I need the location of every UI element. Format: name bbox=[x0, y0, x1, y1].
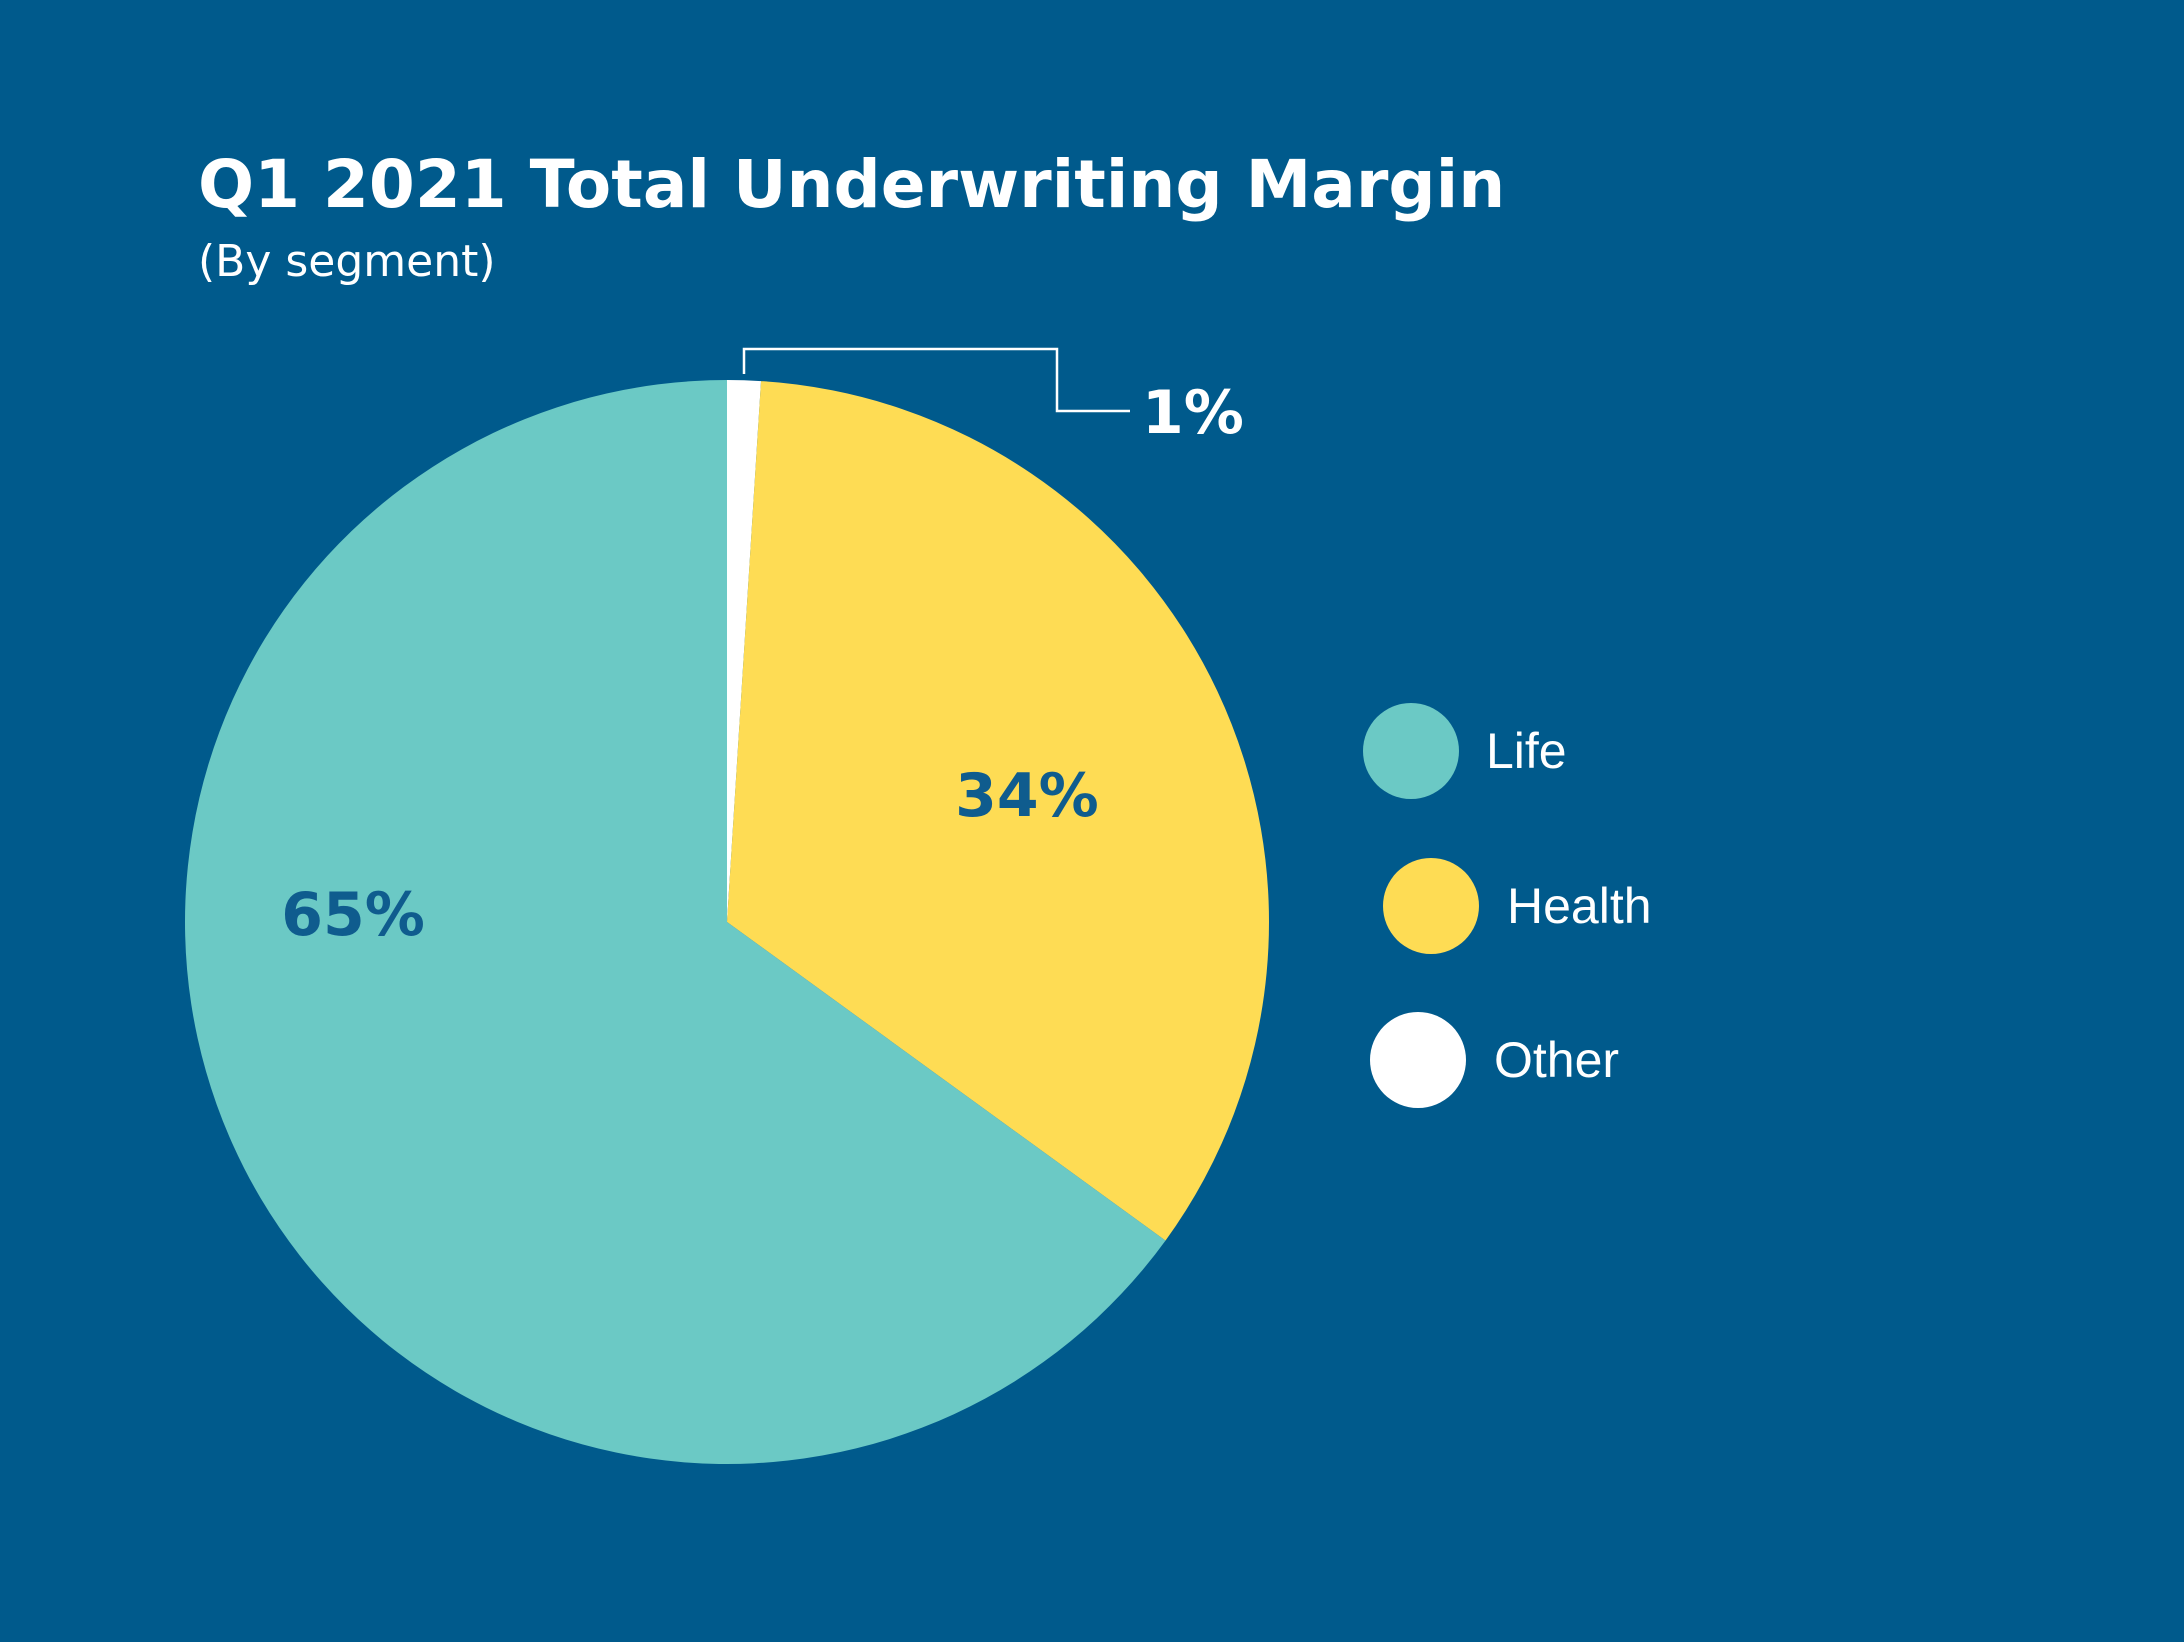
slice-label-other: 1% bbox=[1142, 378, 1244, 448]
chart-subtitle: (By segment) bbox=[198, 236, 496, 287]
slice-label-life: 65% bbox=[281, 880, 425, 950]
slice-labels: 34% 65% 1% bbox=[281, 378, 1244, 950]
pie-slices bbox=[184, 380, 1269, 1464]
legend-label-other: Other bbox=[1494, 1032, 1619, 1088]
pie-slice-life bbox=[184, 380, 1166, 1464]
chart-title: Q1 2021 Total Underwriting Margin bbox=[198, 146, 1506, 223]
legend-label-life: Life bbox=[1486, 723, 1567, 779]
legend-label-health: Health bbox=[1507, 878, 1652, 934]
slice-label-health: 34% bbox=[955, 761, 1099, 831]
pie-slice-health bbox=[727, 381, 1269, 1241]
legend-swatch-health bbox=[1383, 858, 1479, 954]
pie-slice-other bbox=[727, 380, 762, 922]
legend-swatch-life bbox=[1363, 703, 1459, 799]
legend: Life Health Other bbox=[1363, 703, 1652, 1108]
other-callout-line bbox=[742, 347, 1130, 413]
legend-swatch-other bbox=[1370, 1012, 1466, 1108]
